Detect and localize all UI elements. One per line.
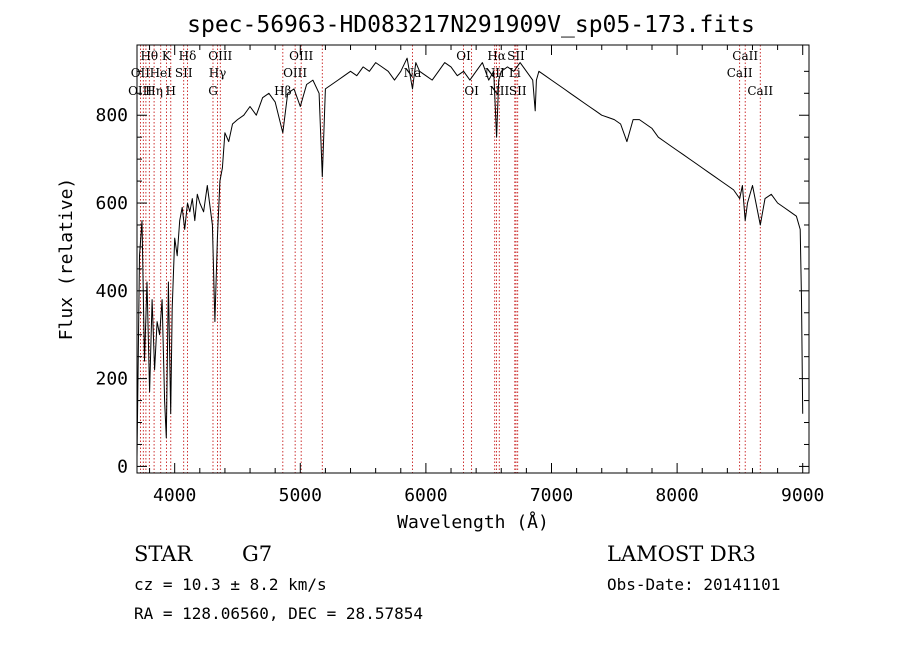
spectral-subclass: G7 xyxy=(242,542,272,566)
x-axis-ticks: 4000 5000 6000 7000 8000 9000 xyxy=(149,45,824,506)
observation-date: Obs-Date: 20141101 xyxy=(607,575,780,594)
line-label-8: SII xyxy=(175,66,193,80)
x-axis-label: Wavelength (Å) xyxy=(397,511,549,533)
plot-frame xyxy=(136,44,810,474)
chart-title: spec-56963-HD083217N291909V_sp05-173.fit… xyxy=(187,12,755,38)
line-label-21: SII xyxy=(507,49,525,63)
line-label-16: OI xyxy=(456,49,471,63)
line-label-24: CaII xyxy=(732,49,758,63)
line-label-6: H xyxy=(166,84,176,98)
line-label-11: G xyxy=(208,84,218,98)
y-tick-label-4: 800 xyxy=(95,105,128,126)
line-label-5: HeI xyxy=(150,66,173,80)
survey-name: LAMOST DR3 xyxy=(607,542,756,566)
line-label-22: Li xyxy=(509,66,521,80)
x-tick-label-4: 8000 xyxy=(655,485,698,506)
line-label-10: Hγ xyxy=(209,66,227,80)
line-label-13: OIII xyxy=(283,66,307,80)
line-label-3: Hη xyxy=(145,84,163,98)
line-label-17: OI xyxy=(464,84,479,98)
x-tick-label-1: 5000 xyxy=(279,485,322,506)
line-label-14: Hβ xyxy=(274,84,291,98)
emission-line-markers xyxy=(139,45,761,473)
y-tick-label-2: 400 xyxy=(95,281,128,302)
line-label-15: Na xyxy=(404,66,422,80)
x-tick-label-0: 4000 xyxy=(153,485,196,506)
line-label-18: Hα xyxy=(487,49,506,63)
line-label-0: Hθ xyxy=(140,49,158,63)
line-label-25: CaII xyxy=(727,66,753,80)
y-tick-label-0: 0 xyxy=(117,456,128,477)
emission-line-labels: HθOIIOIIIHηKHeIHHδSIIOIIIHγGOIIIOIIIHβNa… xyxy=(128,49,773,98)
spectrum-series xyxy=(136,57,804,458)
object-class: STAR xyxy=(134,542,193,566)
y-axis-label: Flux (relative) xyxy=(56,178,77,341)
x-tick-label-3: 7000 xyxy=(530,485,573,506)
line-label-23: SII xyxy=(509,84,527,98)
y-tick-label-1: 200 xyxy=(95,369,128,390)
spectrum-line xyxy=(136,57,804,458)
line-label-1: OII xyxy=(131,66,151,80)
y-axis-ticks: 0 200 400 600 800 xyxy=(95,70,809,477)
line-label-26: CaII xyxy=(747,84,773,98)
line-label-7: Hδ xyxy=(179,49,197,63)
line-label-2: OIII xyxy=(128,84,152,98)
line-label-20: NII xyxy=(489,84,509,98)
redshift-readout: cz = 10.3 ± 8.2 km/s xyxy=(134,575,327,594)
line-label-4: K xyxy=(162,49,172,63)
line-label-12: OIII xyxy=(289,49,313,63)
line-label-9: OIII xyxy=(208,49,232,63)
x-tick-label-2: 6000 xyxy=(404,485,447,506)
x-tick-label-5: 9000 xyxy=(781,485,824,506)
coordinates-readout: RA = 128.06560, DEC = 28.57854 xyxy=(134,604,423,623)
y-tick-label-3: 600 xyxy=(95,193,128,214)
